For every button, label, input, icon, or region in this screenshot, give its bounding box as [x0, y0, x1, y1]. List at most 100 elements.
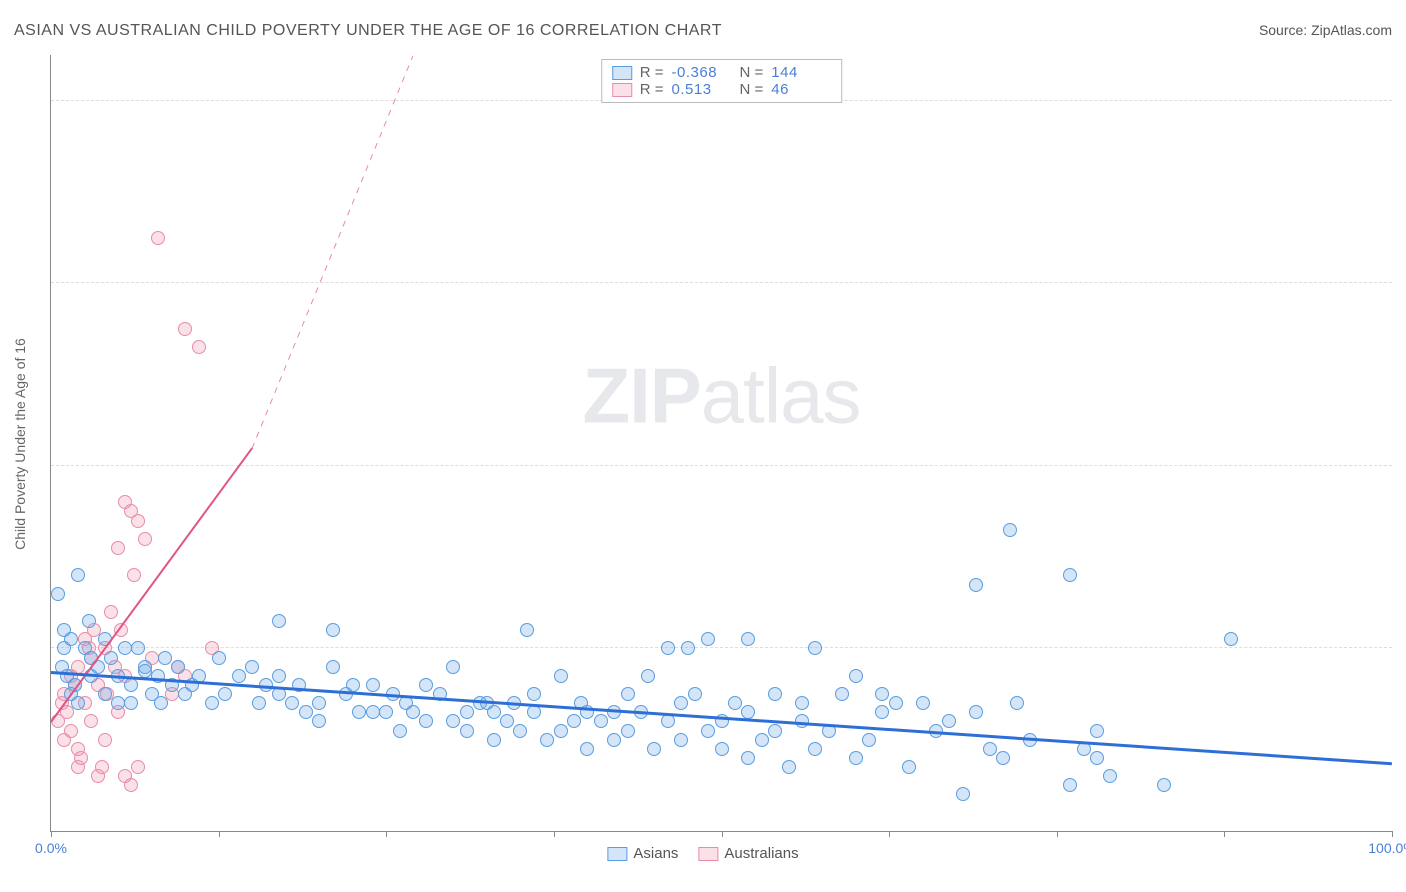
data-point-asians: [755, 733, 769, 747]
data-point-asians: [346, 678, 360, 692]
data-point-asians: [446, 714, 460, 728]
xtick: [889, 831, 890, 837]
data-point-asians: [607, 733, 621, 747]
xtick: [51, 831, 52, 837]
ytick-label: 20.0%: [1397, 624, 1406, 640]
data-point-asians: [956, 787, 970, 801]
data-point-asians: [285, 696, 299, 710]
data-point-asians: [64, 632, 78, 646]
data-point-asians: [862, 733, 876, 747]
data-point-asians: [969, 705, 983, 719]
data-point-asians: [131, 641, 145, 655]
legend-label-australians: Australians: [724, 845, 798, 862]
data-point-asians: [326, 660, 340, 674]
data-point-asians: [808, 742, 822, 756]
n-label: N =: [740, 81, 764, 98]
data-point-australians: [127, 568, 141, 582]
data-point-asians: [326, 623, 340, 637]
data-point-asians: [641, 669, 655, 683]
series-legend: Asians Australians: [607, 845, 798, 862]
n-value-australians: 46: [771, 81, 831, 98]
legend-label-asians: Asians: [633, 845, 678, 862]
data-point-australians: [131, 514, 145, 528]
gridline: [51, 465, 1392, 466]
data-point-asians: [647, 742, 661, 756]
source-name: ZipAtlas.com: [1311, 22, 1392, 38]
data-point-asians: [419, 714, 433, 728]
data-point-asians: [1157, 778, 1171, 792]
data-point-australians: [74, 751, 88, 765]
data-point-asians: [768, 687, 782, 701]
data-point-asians: [621, 724, 635, 738]
data-point-asians: [728, 696, 742, 710]
data-point-asians: [875, 687, 889, 701]
source-attribution: Source: ZipAtlas.com: [1259, 22, 1392, 38]
data-point-asians: [554, 669, 568, 683]
data-point-asians: [607, 705, 621, 719]
data-point-asians: [419, 678, 433, 692]
data-point-asians: [393, 724, 407, 738]
data-point-asians: [1103, 769, 1117, 783]
legend-item-australians: Australians: [698, 845, 798, 862]
data-point-asians: [500, 714, 514, 728]
data-point-asians: [118, 641, 132, 655]
data-point-asians: [688, 687, 702, 701]
r-value-asians: -0.368: [672, 64, 732, 81]
data-point-asians: [104, 651, 118, 665]
data-point-asians: [701, 632, 715, 646]
data-point-asians: [205, 696, 219, 710]
xtick-label: 100.0%: [1368, 840, 1406, 856]
data-point-australians: [95, 760, 109, 774]
data-point-asians: [567, 714, 581, 728]
data-point-asians: [312, 714, 326, 728]
data-point-asians: [379, 705, 393, 719]
data-point-asians: [1003, 523, 1017, 537]
data-point-asians: [580, 742, 594, 756]
data-point-asians: [158, 651, 172, 665]
data-point-asians: [272, 614, 286, 628]
data-point-asians: [98, 687, 112, 701]
data-point-asians: [554, 724, 568, 738]
ytick-label: 80.0%: [1397, 77, 1406, 93]
data-point-asians: [849, 751, 863, 765]
watermark: ZIPatlas: [582, 351, 860, 442]
data-point-asians: [312, 696, 326, 710]
data-point-australians: [178, 322, 192, 336]
data-point-australians: [98, 733, 112, 747]
xtick: [1057, 831, 1058, 837]
gridline: [51, 647, 1392, 648]
data-point-asians: [889, 696, 903, 710]
trend-line: [252, 55, 414, 448]
data-point-asians: [299, 705, 313, 719]
data-point-australians: [84, 714, 98, 728]
data-point-australians: [118, 769, 132, 783]
data-point-asians: [661, 714, 675, 728]
data-point-asians: [1063, 568, 1077, 582]
swatch-australians: [612, 83, 632, 97]
xtick: [1392, 831, 1393, 837]
data-point-asians: [741, 632, 755, 646]
xtick-label: 0.0%: [35, 840, 67, 856]
data-point-asians: [835, 687, 849, 701]
data-point-asians: [460, 705, 474, 719]
r-label: R =: [640, 64, 664, 81]
data-point-asians: [741, 751, 755, 765]
data-point-asians: [661, 641, 675, 655]
data-point-asians: [768, 724, 782, 738]
data-point-asians: [681, 641, 695, 655]
data-point-asians: [154, 696, 168, 710]
legend-item-asians: Asians: [607, 845, 678, 862]
data-point-asians: [1090, 724, 1104, 738]
data-point-asians: [1224, 632, 1238, 646]
data-point-asians: [674, 696, 688, 710]
chart-area: Child Poverty Under the Age of 16 ZIPatl…: [50, 55, 1392, 832]
data-point-asians: [487, 705, 501, 719]
data-point-asians: [460, 724, 474, 738]
xtick: [554, 831, 555, 837]
data-point-asians: [366, 705, 380, 719]
data-point-asians: [487, 733, 501, 747]
data-point-asians: [232, 669, 246, 683]
data-point-asians: [366, 678, 380, 692]
data-point-australians: [111, 541, 125, 555]
data-point-asians: [124, 696, 138, 710]
